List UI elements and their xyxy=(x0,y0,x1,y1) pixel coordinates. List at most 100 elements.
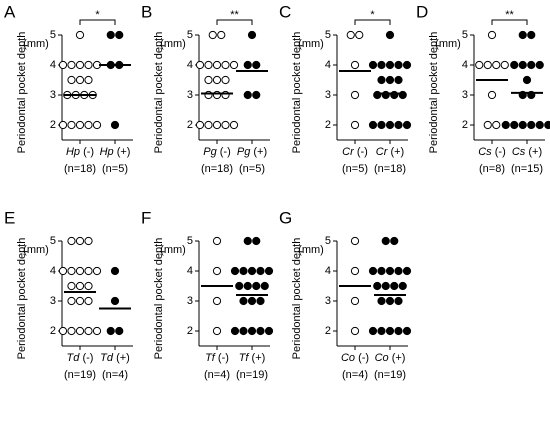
group-n: (n=4) xyxy=(204,369,230,381)
taxon: Cs xyxy=(512,146,526,158)
y-unit: (mm) xyxy=(23,38,49,50)
data-point xyxy=(260,281,269,291)
data-point xyxy=(110,266,120,276)
data-point xyxy=(252,281,261,291)
group-n: (n=18) xyxy=(64,163,96,175)
y-tick-label: 3 xyxy=(50,89,56,101)
data-point xyxy=(75,296,85,306)
y-tick-label: 4 xyxy=(187,59,193,71)
data-point xyxy=(67,296,76,306)
y-tick-label: 3 xyxy=(325,295,331,307)
panel-label: G xyxy=(279,208,292,227)
y-tick-label: 4 xyxy=(462,59,468,71)
data-point xyxy=(221,90,230,100)
data-point xyxy=(230,326,240,336)
data-point xyxy=(239,326,248,336)
data-point xyxy=(394,266,403,276)
sign: (+) xyxy=(116,352,130,364)
data-point xyxy=(75,75,85,85)
data-point xyxy=(256,296,265,306)
y-tick-label: 5 xyxy=(462,29,468,41)
data-point xyxy=(239,266,248,276)
sign: (+) xyxy=(253,146,267,158)
data-point xyxy=(368,60,378,70)
data-point xyxy=(527,30,536,40)
significance-bracket xyxy=(216,19,253,25)
data-point xyxy=(212,296,222,306)
data-point xyxy=(377,75,386,85)
data-point xyxy=(256,326,265,336)
data-point xyxy=(350,326,360,336)
y-tick-label: 4 xyxy=(50,59,56,71)
y-tick-label: 4 xyxy=(325,265,331,277)
sign: (-) xyxy=(83,146,94,158)
data-point xyxy=(377,296,386,306)
data-point xyxy=(346,30,355,40)
x-tick-label: Hp (+) xyxy=(100,146,131,158)
data-point xyxy=(212,120,222,130)
data-point xyxy=(195,60,205,70)
data-point xyxy=(368,266,378,276)
data-point xyxy=(229,120,239,130)
data-point xyxy=(84,60,93,70)
data-point xyxy=(527,120,536,130)
data-point xyxy=(381,281,390,291)
sign: (+) xyxy=(252,352,266,364)
taxon: Td xyxy=(100,352,114,364)
data-point xyxy=(527,60,536,70)
data-point xyxy=(58,266,68,276)
data-point xyxy=(58,120,68,130)
y-axis-label: Periodontal pocket depth xyxy=(153,238,165,360)
data-point xyxy=(67,120,76,130)
data-point xyxy=(390,90,399,100)
data-point xyxy=(110,120,120,130)
data-point xyxy=(501,120,510,130)
x-tick-label: Hp (-) xyxy=(66,146,94,158)
data-point xyxy=(385,120,395,130)
significance-label: * xyxy=(95,9,100,21)
taxon: Cr xyxy=(342,146,355,158)
data-point xyxy=(75,236,85,246)
data-point xyxy=(385,60,395,70)
data-point xyxy=(256,266,265,276)
y-unit: (mm) xyxy=(160,38,186,50)
taxon: Co xyxy=(341,352,355,364)
data-point xyxy=(368,120,378,130)
y-tick-label: 5 xyxy=(187,29,193,41)
data-point xyxy=(492,120,501,130)
data-point xyxy=(221,120,230,130)
panel-label: B xyxy=(141,2,152,21)
data-point xyxy=(221,60,230,70)
data-point xyxy=(204,90,213,100)
y-tick-label: 2 xyxy=(50,325,56,337)
data-point xyxy=(535,120,544,130)
data-point xyxy=(235,281,244,291)
data-point xyxy=(350,296,360,306)
data-point xyxy=(398,281,407,291)
data-point xyxy=(110,296,120,306)
panel-label: E xyxy=(4,208,15,227)
y-tick-label: 2 xyxy=(325,119,331,131)
data-point xyxy=(208,30,217,40)
data-point xyxy=(381,90,390,100)
data-point xyxy=(67,75,76,85)
data-point xyxy=(84,326,93,336)
data-point xyxy=(243,60,252,70)
data-point xyxy=(487,30,497,40)
data-point xyxy=(84,266,93,276)
data-point xyxy=(115,30,124,40)
data-point xyxy=(535,60,544,70)
x-tick-label: Tf (-) xyxy=(205,352,229,364)
data-point xyxy=(385,296,395,306)
group-n: (n=5) xyxy=(342,163,368,175)
data-point xyxy=(247,326,257,336)
data-point xyxy=(58,326,68,336)
data-point xyxy=(204,120,213,130)
data-point xyxy=(373,281,382,291)
x-tick-label: Cr (+) xyxy=(376,146,404,158)
x-tick-label: Td (-) xyxy=(67,352,94,364)
data-point xyxy=(518,120,527,130)
y-unit: (mm) xyxy=(298,38,324,50)
group-n: (n=18) xyxy=(201,163,233,175)
data-point xyxy=(67,266,76,276)
